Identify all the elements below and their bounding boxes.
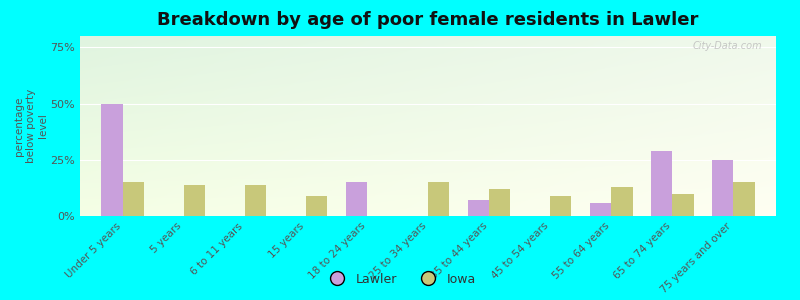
Legend: Lawler, Iowa: Lawler, Iowa (319, 268, 481, 291)
Bar (468, 200, 489, 216)
Y-axis label: percentage
below poverty
level: percentage below poverty level (14, 89, 48, 163)
Text: City-Data.com: City-Data.com (693, 41, 762, 51)
Bar (651, 151, 672, 216)
Title: Breakdown by age of poor female residents in Lawler: Breakdown by age of poor female resident… (158, 11, 698, 29)
Bar (712, 160, 734, 216)
Bar (734, 182, 754, 216)
Bar (489, 189, 510, 216)
Bar (346, 182, 367, 216)
Bar (590, 202, 611, 216)
Bar (550, 196, 571, 216)
Bar (428, 182, 450, 216)
Bar (306, 196, 327, 216)
Bar (102, 103, 122, 216)
Bar (184, 184, 205, 216)
Bar (122, 182, 144, 216)
Bar (611, 187, 633, 216)
Bar (245, 184, 266, 216)
Bar (672, 194, 694, 216)
